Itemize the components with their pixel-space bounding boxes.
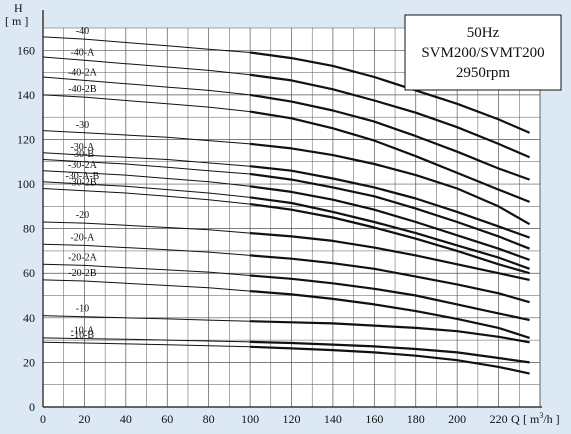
x-tick-label: 220 [490, 412, 508, 426]
x-tick-label: 0 [40, 412, 46, 426]
curve-operating--30-2B [249, 203, 530, 275]
curve-thin--30-B [42, 159, 251, 175]
y-axis-unit: [ m ] [5, 14, 28, 28]
x-tick-label: 60 [161, 412, 173, 426]
curve-label: -30-A [70, 142, 95, 153]
x-tick-label: 140 [324, 412, 342, 426]
curve-operating--30-2A [249, 185, 530, 261]
curve-label: -20-2B [68, 268, 97, 279]
curve-operating--20 [250, 232, 530, 281]
x-tick-label: 40 [120, 412, 132, 426]
y-tick-label: 0 [29, 400, 35, 414]
curve-operating--20-2A [250, 274, 530, 322]
curve-thin--10-B [42, 341, 251, 348]
curve-label: -40-A [70, 47, 95, 58]
curve-operating--20-A [250, 254, 530, 304]
curve-operating--30-A-B [249, 196, 530, 270]
axes: 0 20 40 60 80 100 120 140 160 180 200 220 0 20 40 60 80 1… [17, 10, 542, 426]
y-tick-label: 160 [17, 43, 35, 57]
curve-thin--40 [42, 36, 251, 53]
curve-operating--10-A [250, 340, 530, 364]
curve-thin--30-A [42, 152, 251, 167]
y-axis-label: H [14, 1, 23, 15]
curve-thin--40-A [42, 56, 251, 76]
curve-label: -10-A [70, 326, 95, 337]
curve-thin--40-2B [42, 94, 251, 113]
curve-operating--30-B [249, 172, 531, 250]
curve-operating--30 [249, 142, 531, 226]
curve-thin--20 [42, 221, 251, 234]
x-tick-label: 80 [203, 412, 215, 426]
y-tick-label: 80 [23, 222, 35, 236]
info-box-frame [404, 14, 562, 91]
curve-labels: -40-40-A-40-2A-40-2B-30-30-A-30-B-30-2A-… [65, 26, 99, 341]
curve-label: -30-A-B [65, 171, 99, 182]
curve-label: -20 [76, 210, 89, 221]
curve-operating--40 [249, 51, 531, 134]
curve-thin--10-A [42, 337, 251, 343]
x-axis-unit: [ m3/h ] [523, 411, 560, 426]
curve-label: -30-2A [68, 160, 98, 171]
curve-thin--20-2A [42, 263, 251, 276]
x-unit-part-1: [ m [523, 412, 540, 426]
curve-label: -20-A [70, 232, 95, 243]
x-tick-label: 200 [448, 412, 466, 426]
y-tick-label: 20 [23, 355, 35, 369]
curve-operating--40-A [249, 73, 531, 159]
y-tick-label: 60 [23, 266, 35, 280]
y-tick-label: 140 [17, 88, 35, 102]
info-model: SVM200/SVMT200 [421, 45, 544, 61]
curves [42, 36, 531, 375]
curve-operating--10-B [250, 345, 530, 375]
curve-thin--30 [42, 130, 251, 145]
curve-thin--30-A-B [42, 181, 251, 198]
curve-label: -30 [76, 120, 89, 131]
info-frequency: 50Hz [467, 25, 500, 41]
curve-thin--10 [42, 315, 251, 322]
curve-label: -40-2B [68, 84, 97, 95]
curve-operating--40-2B [249, 110, 531, 203]
curve-operating--20-2B [250, 290, 530, 339]
x-tick-label: 20 [78, 412, 90, 426]
x-unit-part-2: /h ] [543, 412, 559, 426]
curve-label: -30-2B [68, 178, 97, 189]
x-tick-label: 120 [283, 412, 301, 426]
curve-label: -10 [76, 304, 89, 315]
curve-label: -10-B [71, 330, 95, 341]
y-tick-label: 40 [23, 311, 35, 325]
curve-thin--30-2A [42, 170, 251, 187]
y-tick-label: 100 [17, 177, 35, 191]
curve-thin--30-2B [42, 188, 251, 205]
curve-thin--20-2B [42, 279, 251, 292]
curve-thin--20-A [42, 243, 251, 256]
y-tick-label: 120 [17, 132, 35, 146]
curve-label: -20-2A [68, 252, 98, 263]
x-axis-label: Q [511, 412, 520, 426]
x-tick-label: 100 [241, 412, 259, 426]
info-box: 50Hz SVM200/SVMT200 2950rpm [404, 14, 562, 91]
curve-operating--40-2A [249, 93, 530, 181]
x-tick-label: 180 [407, 412, 425, 426]
info-speed: 2950rpm [456, 65, 510, 81]
curve-operating--10 [250, 320, 530, 344]
curve-label: -40-2A [68, 67, 98, 78]
x-tick-label: 160 [365, 412, 383, 426]
curve-operating--30-A [249, 165, 530, 239]
curve-label: -40 [76, 26, 89, 37]
x-unit-superscript: 3 [539, 411, 543, 420]
curve-thin--40-2A [42, 76, 251, 96]
curve-label: -30-B [71, 149, 95, 160]
